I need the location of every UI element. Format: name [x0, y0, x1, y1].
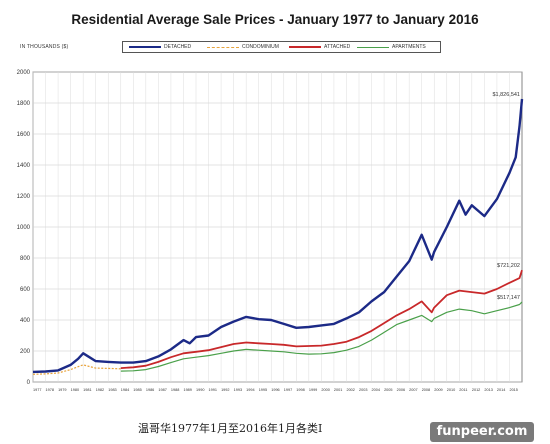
series-line-attached — [120, 269, 523, 369]
y-tick-label: 2000 — [17, 70, 31, 76]
legend-label-attached: ATTACHED — [324, 44, 351, 50]
end-value-label-apartments: $517,147 — [497, 295, 520, 301]
x-tick-label: 2010 — [447, 388, 455, 392]
series-line-detached — [32, 98, 524, 374]
end-value-label-attached: $721,202 — [497, 263, 520, 269]
x-tick-label: 2015 — [509, 388, 517, 392]
legend-swatch-condominium — [207, 46, 239, 48]
x-tick-label: 2009 — [434, 388, 442, 392]
y-tick-label: 1600 — [17, 132, 31, 138]
legend-swatch-apartments — [357, 46, 389, 48]
y-tick-label: 400 — [20, 318, 31, 324]
y-tick-label: 1200 — [17, 194, 31, 200]
x-tick-label: 1999 — [309, 388, 317, 392]
x-tick-label: 1988 — [171, 388, 179, 392]
y-unit-label: IN THOUSANDS ($) — [20, 44, 69, 50]
x-tick-label: 1994 — [246, 388, 254, 392]
x-tick-label: 1990 — [196, 388, 204, 392]
x-tick-label: 1986 — [146, 388, 154, 392]
x-tick-label: 2011 — [459, 388, 467, 392]
y-tick-label: 200 — [20, 349, 31, 355]
legend-item-condominium: CONDOMINIUM — [207, 42, 279, 52]
y-tick-label: 800 — [20, 256, 31, 262]
x-tick-label: 2013 — [484, 388, 492, 392]
chart-legend: DETACHED CONDOMINIUM ATTACHED APARTMENTS — [122, 41, 441, 53]
x-tick-label: 2005 — [384, 388, 392, 392]
x-tick-label: 1980 — [71, 388, 79, 392]
x-tick-label: 1991 — [209, 388, 217, 392]
x-tick-label: 2004 — [372, 388, 380, 392]
x-tick-label: 2012 — [472, 388, 480, 392]
y-tick-label: 600 — [20, 287, 31, 293]
x-tick-label: 1996 — [271, 388, 279, 392]
x-tick-label: 1979 — [58, 388, 66, 392]
x-tick-label: 1983 — [108, 388, 116, 392]
x-tick-label: 1985 — [133, 388, 141, 392]
legend-label-condominium: CONDOMINIUM — [242, 44, 279, 50]
y-tick-label: 1400 — [17, 163, 31, 169]
x-tick-label: 1995 — [259, 388, 267, 392]
x-tick-label: 2002 — [346, 388, 354, 392]
legend-item-attached: ATTACHED — [289, 42, 350, 52]
x-tick-label: 1977 — [33, 388, 41, 392]
end-value-label-detached: $1,826,541 — [492, 92, 520, 98]
legend-swatch-attached — [289, 46, 321, 48]
x-tick-label: 2007 — [409, 388, 417, 392]
y-tick-label: 1000 — [17, 225, 31, 231]
x-tick-label: 2000 — [321, 388, 329, 392]
legend-swatch-detached — [129, 46, 161, 48]
x-tick-label: 1982 — [96, 388, 104, 392]
legend-label-apartments: APARTMENTS — [392, 44, 426, 50]
chart-title: Residential Average Sale Prices - Januar… — [71, 12, 479, 27]
legend-item-detached: DETACHED — [129, 42, 191, 52]
x-tick-label: 1998 — [296, 388, 304, 392]
x-tick-label: 1981 — [83, 388, 91, 392]
x-tick-label: 2003 — [359, 388, 367, 392]
legend-label-detached: DETACHED — [164, 44, 192, 50]
y-tick-label: 1800 — [17, 101, 31, 107]
x-tick-label: 1993 — [234, 388, 242, 392]
watermark-logo: funpeer.com — [430, 422, 534, 442]
series-line-apartments — [120, 301, 523, 372]
x-tick-label: 1984 — [121, 388, 129, 392]
legend-item-apartments: APARTMENTS — [357, 42, 426, 52]
y-tick-label: 0 — [27, 380, 31, 386]
x-tick-label: 1997 — [284, 388, 292, 392]
x-tick-label: 1989 — [183, 388, 191, 392]
x-tick-label: 2001 — [334, 388, 342, 392]
x-tick-label: 2014 — [497, 388, 505, 392]
caption-text: 温哥华1977年1月至2016年1月各类I — [138, 422, 323, 435]
x-tick-label: 2006 — [397, 388, 405, 392]
x-tick-label: 1987 — [158, 388, 166, 392]
x-tick-label: 2008 — [422, 388, 430, 392]
x-tick-label: 1978 — [46, 388, 54, 392]
x-tick-label: 1992 — [221, 388, 229, 392]
